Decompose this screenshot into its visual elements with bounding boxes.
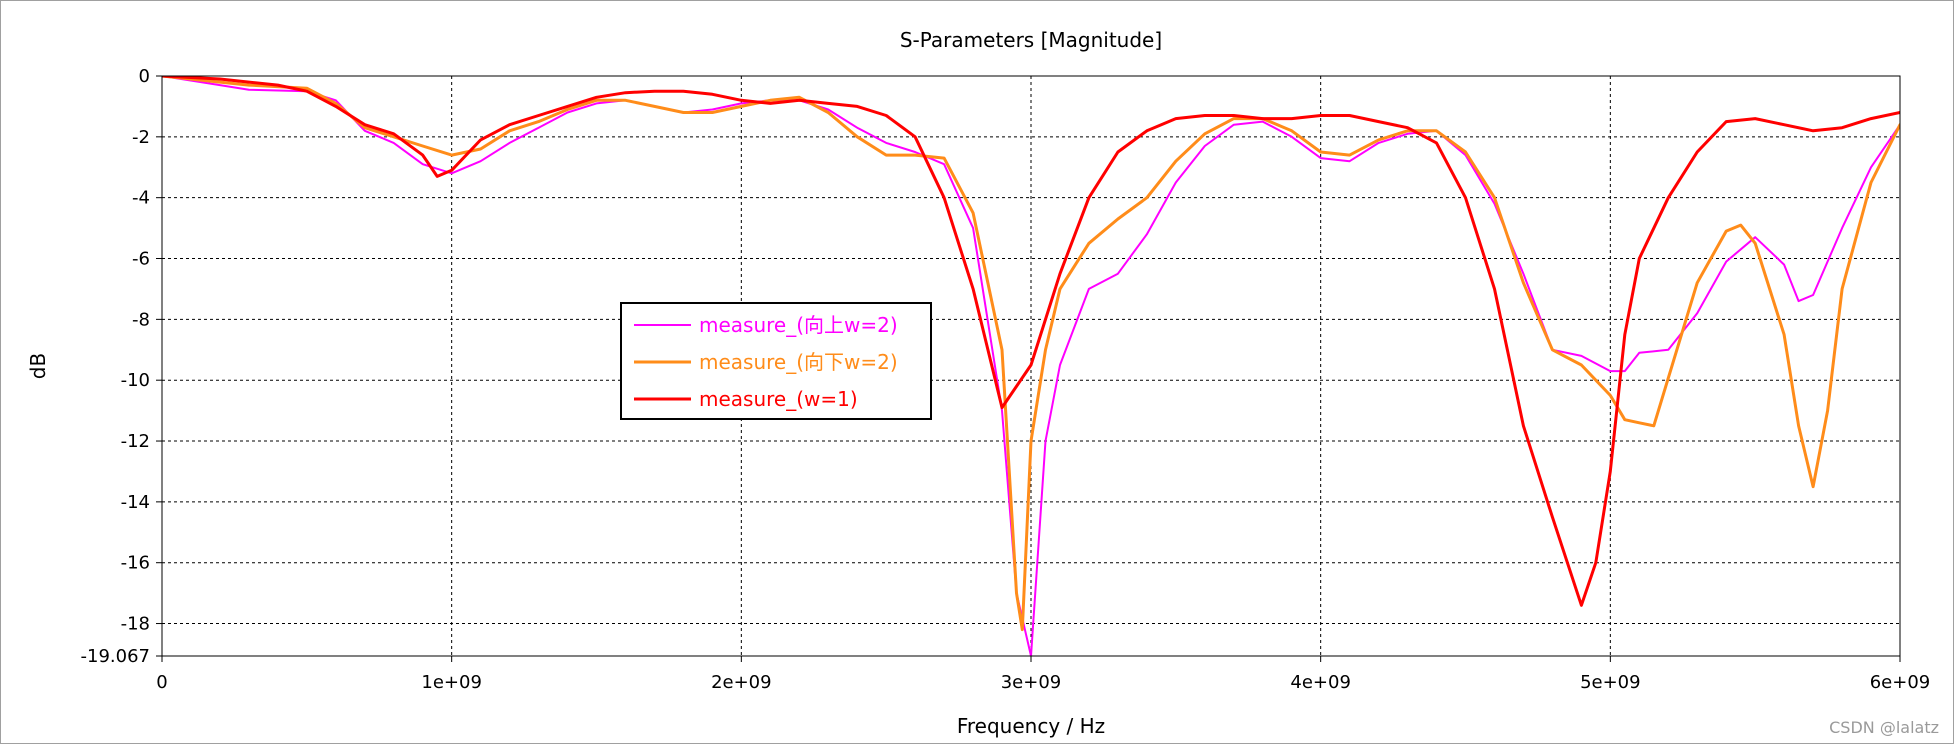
y-tick-label-7: -14 [121, 492, 150, 513]
legend-label-1: measure_(向下w=2) [699, 350, 898, 374]
y-tick-label-5: -10 [121, 370, 150, 391]
y-tick-label-4: -8 [132, 309, 150, 330]
y-tick-label-2: -4 [132, 188, 150, 209]
y-tick-label-6: -12 [121, 431, 150, 452]
series-line-1 [162, 76, 1900, 632]
y-axis-label: dB [26, 353, 50, 379]
x-tick-label-3: 3e+09 [1001, 672, 1062, 693]
legend-label-2: measure_(w=1) [699, 387, 858, 411]
x-axis-label: Frequency / Hz [957, 714, 1105, 738]
y-tick-label-3: -6 [132, 249, 150, 270]
x-tick-label-0: 0 [156, 672, 167, 693]
axis-ticks: 0 1e+09 2e+09 3e+09 4e+09 5e+09 6e+09 0 -2 -4 -6 -8… [81, 66, 1931, 693]
x-tick-label-1: 1e+09 [421, 672, 482, 693]
grid-lines [162, 76, 1900, 656]
series-line-2 [162, 76, 1900, 607]
series-line-0 [162, 76, 1900, 656]
y-tick-label-9: -18 [121, 614, 150, 635]
x-tick-label-2: 2e+09 [711, 672, 772, 693]
x-tick-label-5: 5e+09 [1580, 672, 1641, 693]
legend: measure_(向上w=2) measure_(向下w=2) measure_… [620, 302, 932, 420]
data-series [162, 76, 1900, 656]
y-tick-label-0: 0 [139, 66, 150, 87]
chart-title: S-Parameters [Magnitude] [900, 28, 1162, 52]
y-tick-label-8: -16 [121, 553, 150, 574]
watermark: CSDN @lalatz [1829, 718, 1939, 737]
plot-area-border [161, 75, 1901, 657]
x-tick-label-6: 6e+09 [1870, 672, 1931, 693]
y-tick-label-1: -2 [132, 127, 150, 148]
x-tick-label-4: 4e+09 [1290, 672, 1351, 693]
y-tick-label-10: -19.067 [81, 646, 150, 667]
legend-label-0: measure_(向上w=2) [699, 313, 898, 337]
